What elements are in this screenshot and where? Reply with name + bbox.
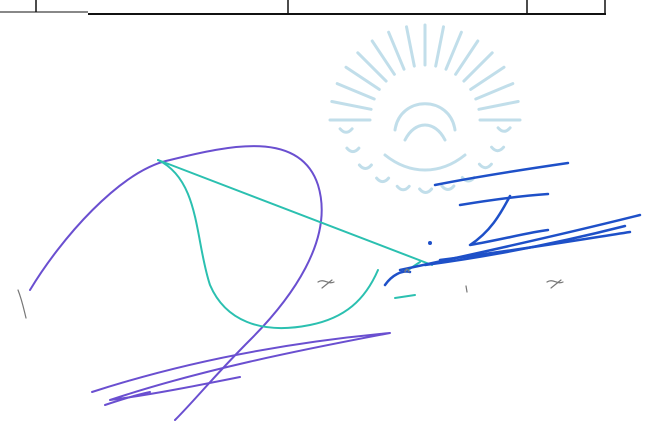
seal-emblem-arc [393,102,457,132]
seal-wreath-leaf [395,184,411,192]
seal-wreath-leaf [477,162,493,170]
seal-wreath-leaf [440,184,456,191]
pencil-mark-small-2 [465,285,468,293]
pencil-mark-small-1 [404,268,410,273]
seal-ray [335,82,376,101]
blue-long-stroke-1 [398,213,642,272]
seal-ray [454,39,480,76]
signature-teal [157,159,433,329]
seal-ray [444,30,463,71]
purple-underline-stroke [91,332,391,401]
pencil-marks [17,268,564,319]
seal-wreath-leaf [375,176,391,184]
seal-ray [434,25,445,68]
seal-ray [474,82,515,101]
seal-wreath-leaf [338,127,354,134]
seal-ray [469,65,506,91]
seal-wreath-leaf [345,146,361,154]
blue-middle-stroke [458,192,550,207]
seal-wreath-leaf [496,126,512,133]
blue-long-stroke-3 [438,230,632,262]
pencil-mark-edge [17,289,27,319]
blue-dot [428,241,432,245]
blue-hook-stroke [468,194,550,247]
seal-wreath-leaf [490,145,506,153]
teal-dash-1 [394,294,416,299]
purple-loop-stroke [29,145,323,421]
teal-main-stroke [157,159,433,266]
seal-ray [330,100,373,111]
pencil-mark-left [317,279,335,289]
pencil-mark-right [546,279,564,289]
seal-ray [405,25,416,68]
seal-ray [356,51,388,83]
seal-emblem-arc [383,153,467,172]
teal-loop-stroke [157,159,379,329]
blue-top-stroke [433,161,570,187]
signature-purple [29,145,391,421]
seal-wreath-leaf [357,163,373,170]
seal-wreath-leaf [418,187,434,194]
purple-tail-stroke [104,391,151,406]
blue-small-mark [383,270,412,287]
seal-ray [477,100,520,111]
table-fragment [0,0,606,15]
seal-ray [387,30,406,71]
seal-ray [462,51,494,83]
seal-emblem-arc [403,123,447,142]
signature-blue [383,161,642,287]
seal-ray [344,65,381,91]
seal-ray [370,39,396,76]
